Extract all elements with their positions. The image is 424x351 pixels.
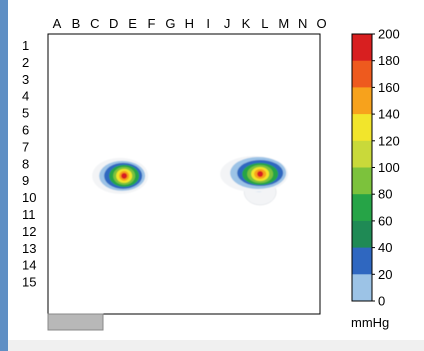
row-label-5: 5 [22,106,29,121]
colorbar-tick-label: 160 [378,80,400,95]
hotspot-layer [92,156,289,206]
row-label-1: 1 [22,38,29,53]
column-label-m: M [278,16,289,31]
column-label-e: E [128,16,137,31]
row-label-13: 13 [22,241,36,256]
column-label-h: H [185,16,194,31]
colorbar-tick-label: 40 [378,240,392,255]
colorbar-tick-label: 0 [378,294,385,309]
colorbar-tick-label: 140 [378,107,400,122]
column-label-g: G [165,16,175,31]
row-label-10: 10 [22,190,36,205]
row-label-2: 2 [22,55,29,70]
colorbar-segment [352,274,372,302]
colorbar-tick-labels: 0 20 40 60 80 100 120 140 160 180 200 [372,27,400,309]
side-strip [0,0,8,351]
colorbar-segment [352,247,372,275]
column-label-f: F [148,16,156,31]
column-label-a: A [53,16,62,31]
pressure-hotspot-2 [220,156,289,206]
colorbar-tick-label: 20 [378,267,392,282]
column-label-j: J [224,16,231,31]
colorbar-segment [352,114,372,142]
column-label-i: I [206,16,210,31]
row-label-9: 9 [22,173,29,188]
colorbar-segment [352,87,372,115]
bottom-rule [8,340,424,351]
colorbar-tick-label: 120 [378,133,400,148]
row-label-3: 3 [22,72,29,87]
row-label-6: 6 [22,123,29,138]
pressure-hotspot-1 [92,157,149,194]
colorbar-tick-label: 180 [378,53,400,68]
colorbar-tick-label: 100 [378,160,400,175]
colorbar-tick-label: 60 [378,213,392,228]
colorbar-tick-label: 200 [378,27,400,42]
scroll-tab[interactable] [47,313,104,331]
column-label-k: K [242,16,251,31]
colorbar-segment [352,167,372,195]
row-label-15: 15 [22,275,36,290]
hotspot-band [257,171,264,177]
colorbar-segment [352,194,372,222]
row-label-4: 4 [22,89,29,104]
colorbar-unit-label: mmHg [351,315,389,330]
row-label-14: 14 [22,258,36,273]
colorbar-segment [352,140,372,168]
colorbar-segment [352,220,372,249]
colorbar-segment [352,34,372,62]
column-label-o: O [317,16,327,31]
row-label-11: 11 [22,207,36,222]
hotspot-band [121,172,128,179]
row-label-7: 7 [22,139,29,154]
colorbar-segment [352,60,372,88]
column-label-c: C [90,16,99,31]
colorbar [351,33,373,302]
column-label-n: N [298,16,307,31]
column-label-b: B [72,16,81,31]
column-label-d: D [109,16,118,31]
row-label-8: 8 [22,156,29,171]
row-label-12: 12 [22,224,36,239]
colorbar-tick-label: 80 [378,187,392,202]
column-label-l: L [261,16,268,31]
